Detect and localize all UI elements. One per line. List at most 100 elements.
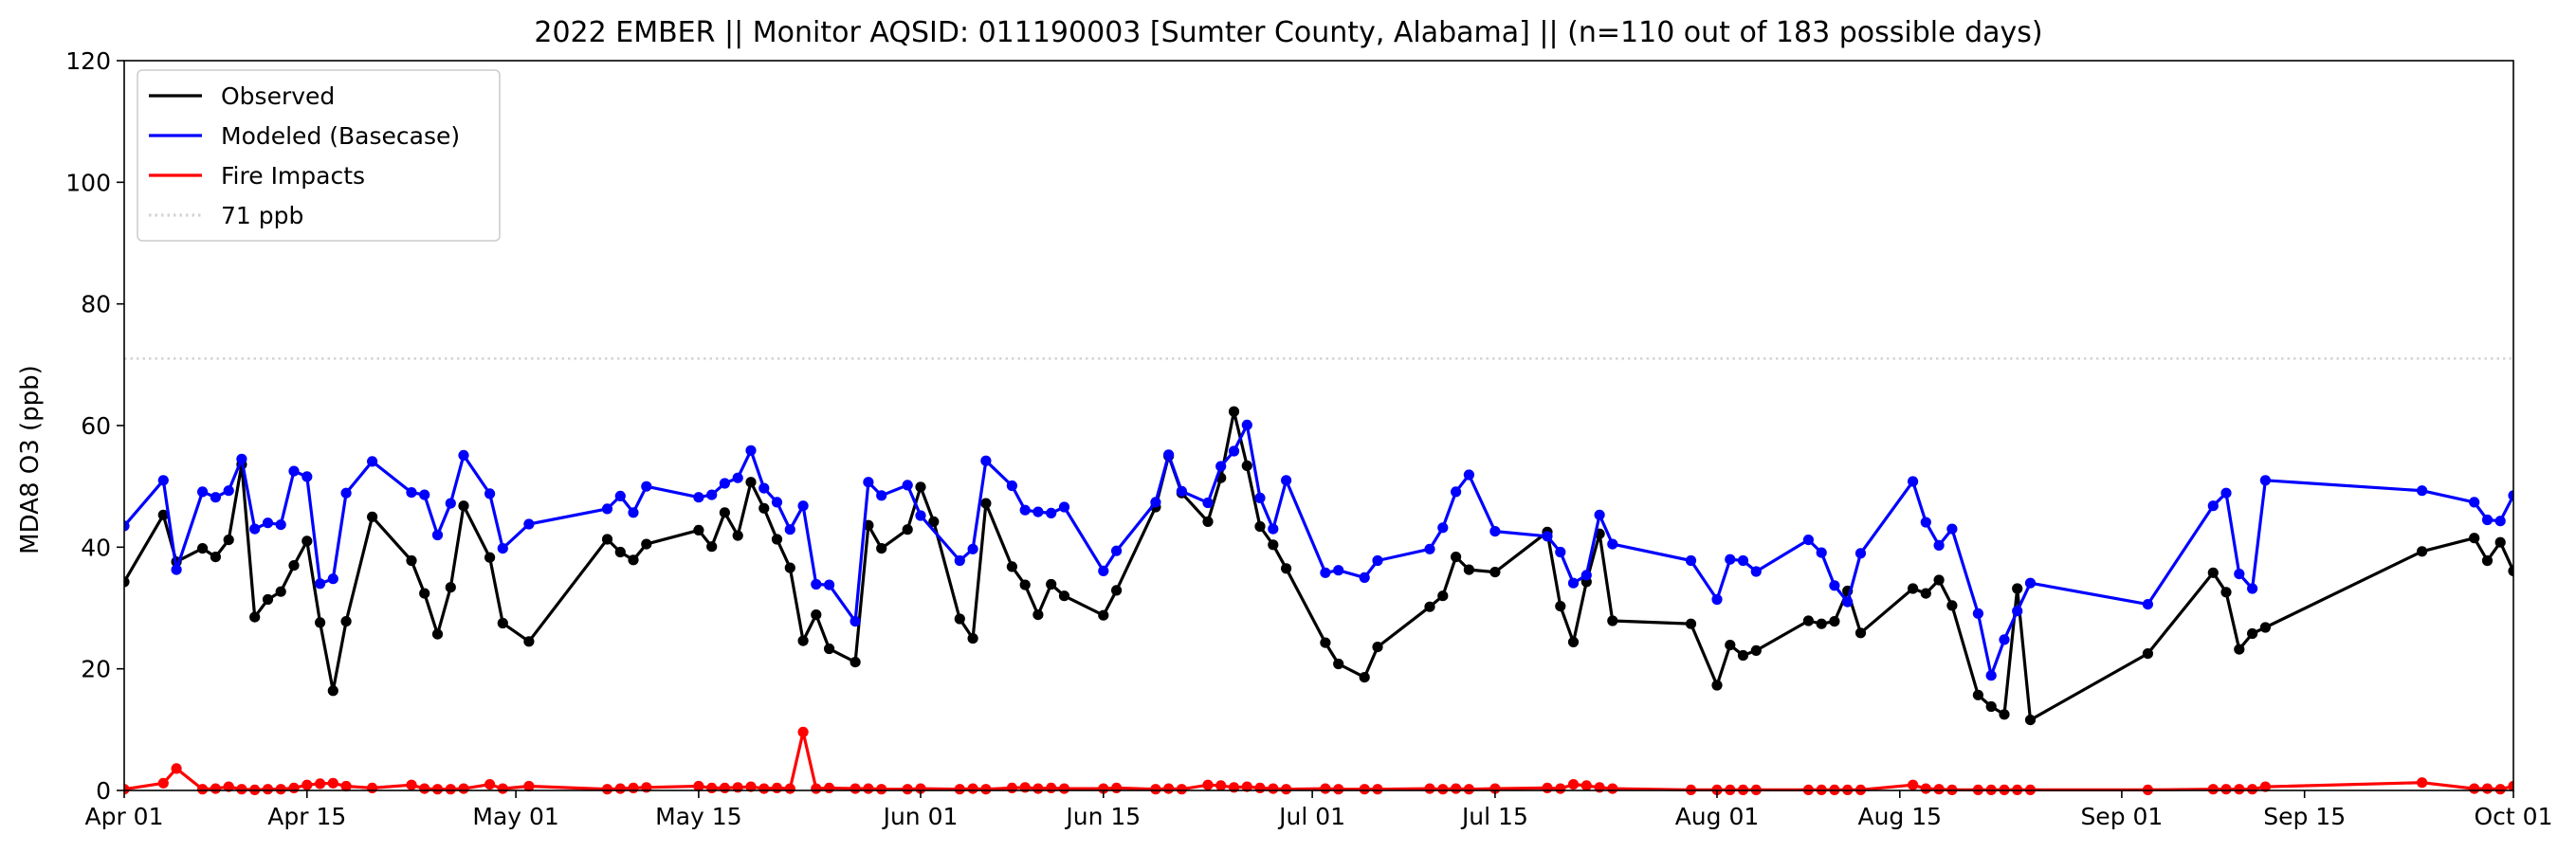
data-point-fire-impacts (1032, 783, 1044, 794)
data-point-modeled-basecase (1542, 531, 1553, 542)
ticks-layer: Apr 01 Apr 15 May 01 May 15 Jun 01 Jun 15 Jul … (65, 47, 2552, 830)
data-point-observed (732, 530, 743, 541)
data-point-modeled-basecase (1463, 469, 1474, 481)
data-point-observed (223, 535, 234, 546)
data-point-modeled-basecase (1750, 566, 1762, 577)
data-point-modeled-basecase (693, 492, 704, 503)
data-point-observed (811, 609, 822, 621)
data-point-observed (1058, 590, 1070, 602)
data-point-fire-impacts (1098, 783, 1109, 794)
data-point-modeled-basecase (1933, 539, 1945, 552)
data-point-observed (367, 511, 378, 522)
data-point-fire-impacts (2220, 784, 2232, 795)
data-point-modeled-basecase (197, 486, 209, 498)
data-point-observed (1999, 709, 2010, 720)
data-point-fire-impacts (706, 782, 718, 794)
data-point-fire-impacts (2508, 780, 2513, 792)
data-point-fire-impacts (2494, 784, 2506, 795)
data-point-modeled-basecase (745, 445, 757, 456)
data-point-observed (1567, 636, 1580, 648)
data-point-modeled-basecase (1802, 535, 1814, 546)
data-point-fire-impacts (1281, 784, 1292, 795)
data-point-observed (157, 509, 169, 520)
data-point-fire-impacts (2247, 784, 2258, 795)
legend-label-observed: Observed (221, 82, 335, 110)
data-point-modeled-basecase (784, 524, 795, 535)
data-point-fire-impacts (157, 777, 169, 789)
data-point-observed (641, 538, 652, 550)
data-point-modeled-basecase (1607, 538, 1618, 550)
data-point-modeled-basecase (1032, 506, 1044, 517)
data-point-observed (327, 685, 338, 697)
data-point-fire-impacts (1908, 779, 1919, 790)
data-point-observed (1816, 618, 1827, 629)
data-point-modeled-basecase (367, 456, 378, 467)
data-point-observed (745, 477, 757, 488)
data-point-fire-impacts (2259, 781, 2271, 792)
data-point-observed (445, 582, 456, 593)
data-point-modeled-basecase (2494, 516, 2506, 527)
legend: Observed Modeled (Basecase) Fire Impacts 71… (137, 69, 501, 242)
data-point-modeled-basecase (1685, 554, 1697, 567)
data-point-observed (1032, 609, 1044, 621)
data-point-modeled-basecase (171, 564, 182, 575)
x-tick-label: Apr 01 (84, 803, 163, 830)
data-point-fire-impacts (1046, 782, 1057, 794)
data-point-observed (484, 552, 496, 563)
data-point-fire-impacts (223, 781, 234, 792)
data-point-fire-impacts (876, 784, 887, 795)
data-point-observed (497, 617, 508, 629)
data-point-modeled-basecase (301, 471, 313, 482)
data-point-modeled-basecase (863, 477, 874, 488)
data-point-modeled-basecase (458, 449, 469, 461)
data-point-modeled-basecase (484, 488, 496, 499)
data-point-modeled-basecase (2012, 606, 2023, 617)
data-point-modeled-basecase (797, 500, 809, 512)
data-point-observed (928, 516, 940, 528)
data-point-modeled-basecase (1567, 577, 1580, 589)
y-tick-label: 100 (65, 169, 111, 196)
data-point-fire-impacts (719, 782, 731, 794)
data-point-fire-impacts (315, 778, 326, 789)
data-point-observed (2247, 627, 2258, 640)
data-point-observed (2207, 567, 2219, 578)
data-point-observed (1424, 601, 1435, 612)
data-point-observed (1268, 539, 1279, 551)
data-point-modeled-basecase (2247, 583, 2258, 594)
data-point-modeled-basecase (157, 475, 169, 486)
data-point-fire-impacts (1424, 783, 1435, 794)
data-point-fire-impacts (340, 780, 352, 792)
y-tick-label: 80 (81, 291, 111, 318)
data-point-modeled-basecase (2481, 514, 2494, 526)
data-point-fire-impacts (171, 763, 182, 774)
data-point-modeled-basecase (1489, 526, 1501, 537)
data-point-modeled-basecase (1058, 501, 1070, 513)
data-point-observed (2024, 715, 2037, 726)
data-point-modeled-basecase (1594, 509, 1605, 520)
data-point-modeled-basecase (124, 520, 130, 532)
data-point-modeled-basecase (1006, 480, 1017, 492)
data-point-modeled-basecase (2207, 500, 2219, 512)
data-point-modeled-basecase (236, 453, 247, 464)
data-point-fire-impacts (745, 781, 757, 792)
data-point-fire-impacts (288, 782, 300, 794)
data-point-modeled-basecase (315, 578, 326, 590)
data-point-modeled-basecase (262, 517, 274, 529)
data-point-fire-impacts (419, 783, 430, 794)
data-point-fire-impacts (1006, 782, 1017, 794)
data-point-fire-impacts (458, 783, 469, 794)
data-point-modeled-basecase (824, 579, 835, 590)
data-point-observed (1451, 552, 1462, 563)
data-point-observed (1607, 615, 1618, 626)
data-point-modeled-basecase (1098, 565, 1109, 577)
data-point-observed (1228, 406, 1240, 417)
data-point-modeled-basecase (406, 487, 417, 499)
data-point-modeled-basecase (249, 523, 261, 535)
data-point-observed (1711, 680, 1723, 691)
data-point-modeled-basecase (1254, 492, 1266, 504)
data-point-modeled-basecase (758, 482, 770, 494)
data-point-modeled-basecase (223, 485, 234, 497)
data-point-observed (1241, 460, 1252, 471)
data-point-observed (2469, 533, 2480, 544)
